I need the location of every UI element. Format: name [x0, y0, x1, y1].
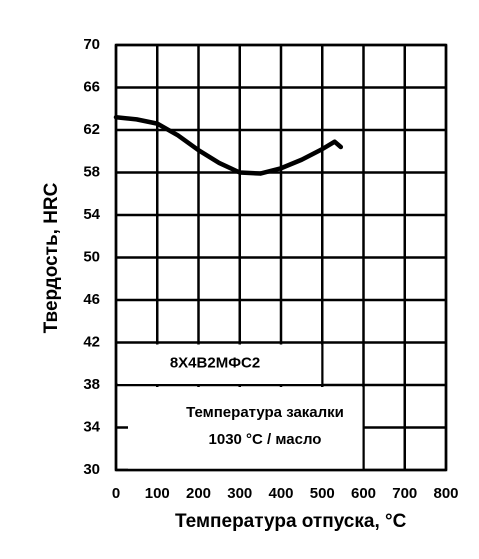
- data-line: [113, 115, 344, 176]
- x-tick-label: 300: [227, 485, 252, 502]
- y-tick-label: 54: [83, 206, 100, 223]
- plot-frame: [114, 43, 448, 472]
- x-tick-label: 800: [433, 485, 458, 502]
- y-tick-label: 70: [83, 36, 100, 53]
- y-tick-label: 46: [83, 291, 100, 308]
- y-tick-label: 38: [83, 376, 100, 393]
- x-tick-label: 100: [145, 485, 170, 502]
- y-tick-label: 50: [83, 248, 100, 265]
- x-tick-label: 700: [392, 485, 417, 502]
- annotation: 1030 °C / масло: [209, 431, 322, 448]
- x-tick-label: 600: [351, 485, 376, 502]
- x-tick-label: 0: [112, 485, 120, 502]
- annotation-box: [128, 387, 363, 469]
- y-tick-label: 66: [83, 78, 100, 95]
- annotation-box: [118, 344, 322, 384]
- y-tick-label: 58: [83, 163, 100, 180]
- y-tick-label: 62: [83, 121, 100, 138]
- x-tick-label: 200: [186, 485, 211, 502]
- x-tick-label: 400: [268, 485, 293, 502]
- x-tick-label: 500: [310, 485, 335, 502]
- x-axis-label: Температура отпуска, °C: [175, 511, 407, 532]
- y-tick-label: 30: [83, 461, 100, 478]
- annotation: 8Х4В2МФС2: [170, 355, 260, 372]
- y-axis-label: Твердость, HRC: [41, 182, 62, 333]
- y-tick-label: 34: [83, 418, 100, 435]
- annotation: Температура закалки: [186, 404, 344, 421]
- y-tick-label: 42: [83, 333, 100, 350]
